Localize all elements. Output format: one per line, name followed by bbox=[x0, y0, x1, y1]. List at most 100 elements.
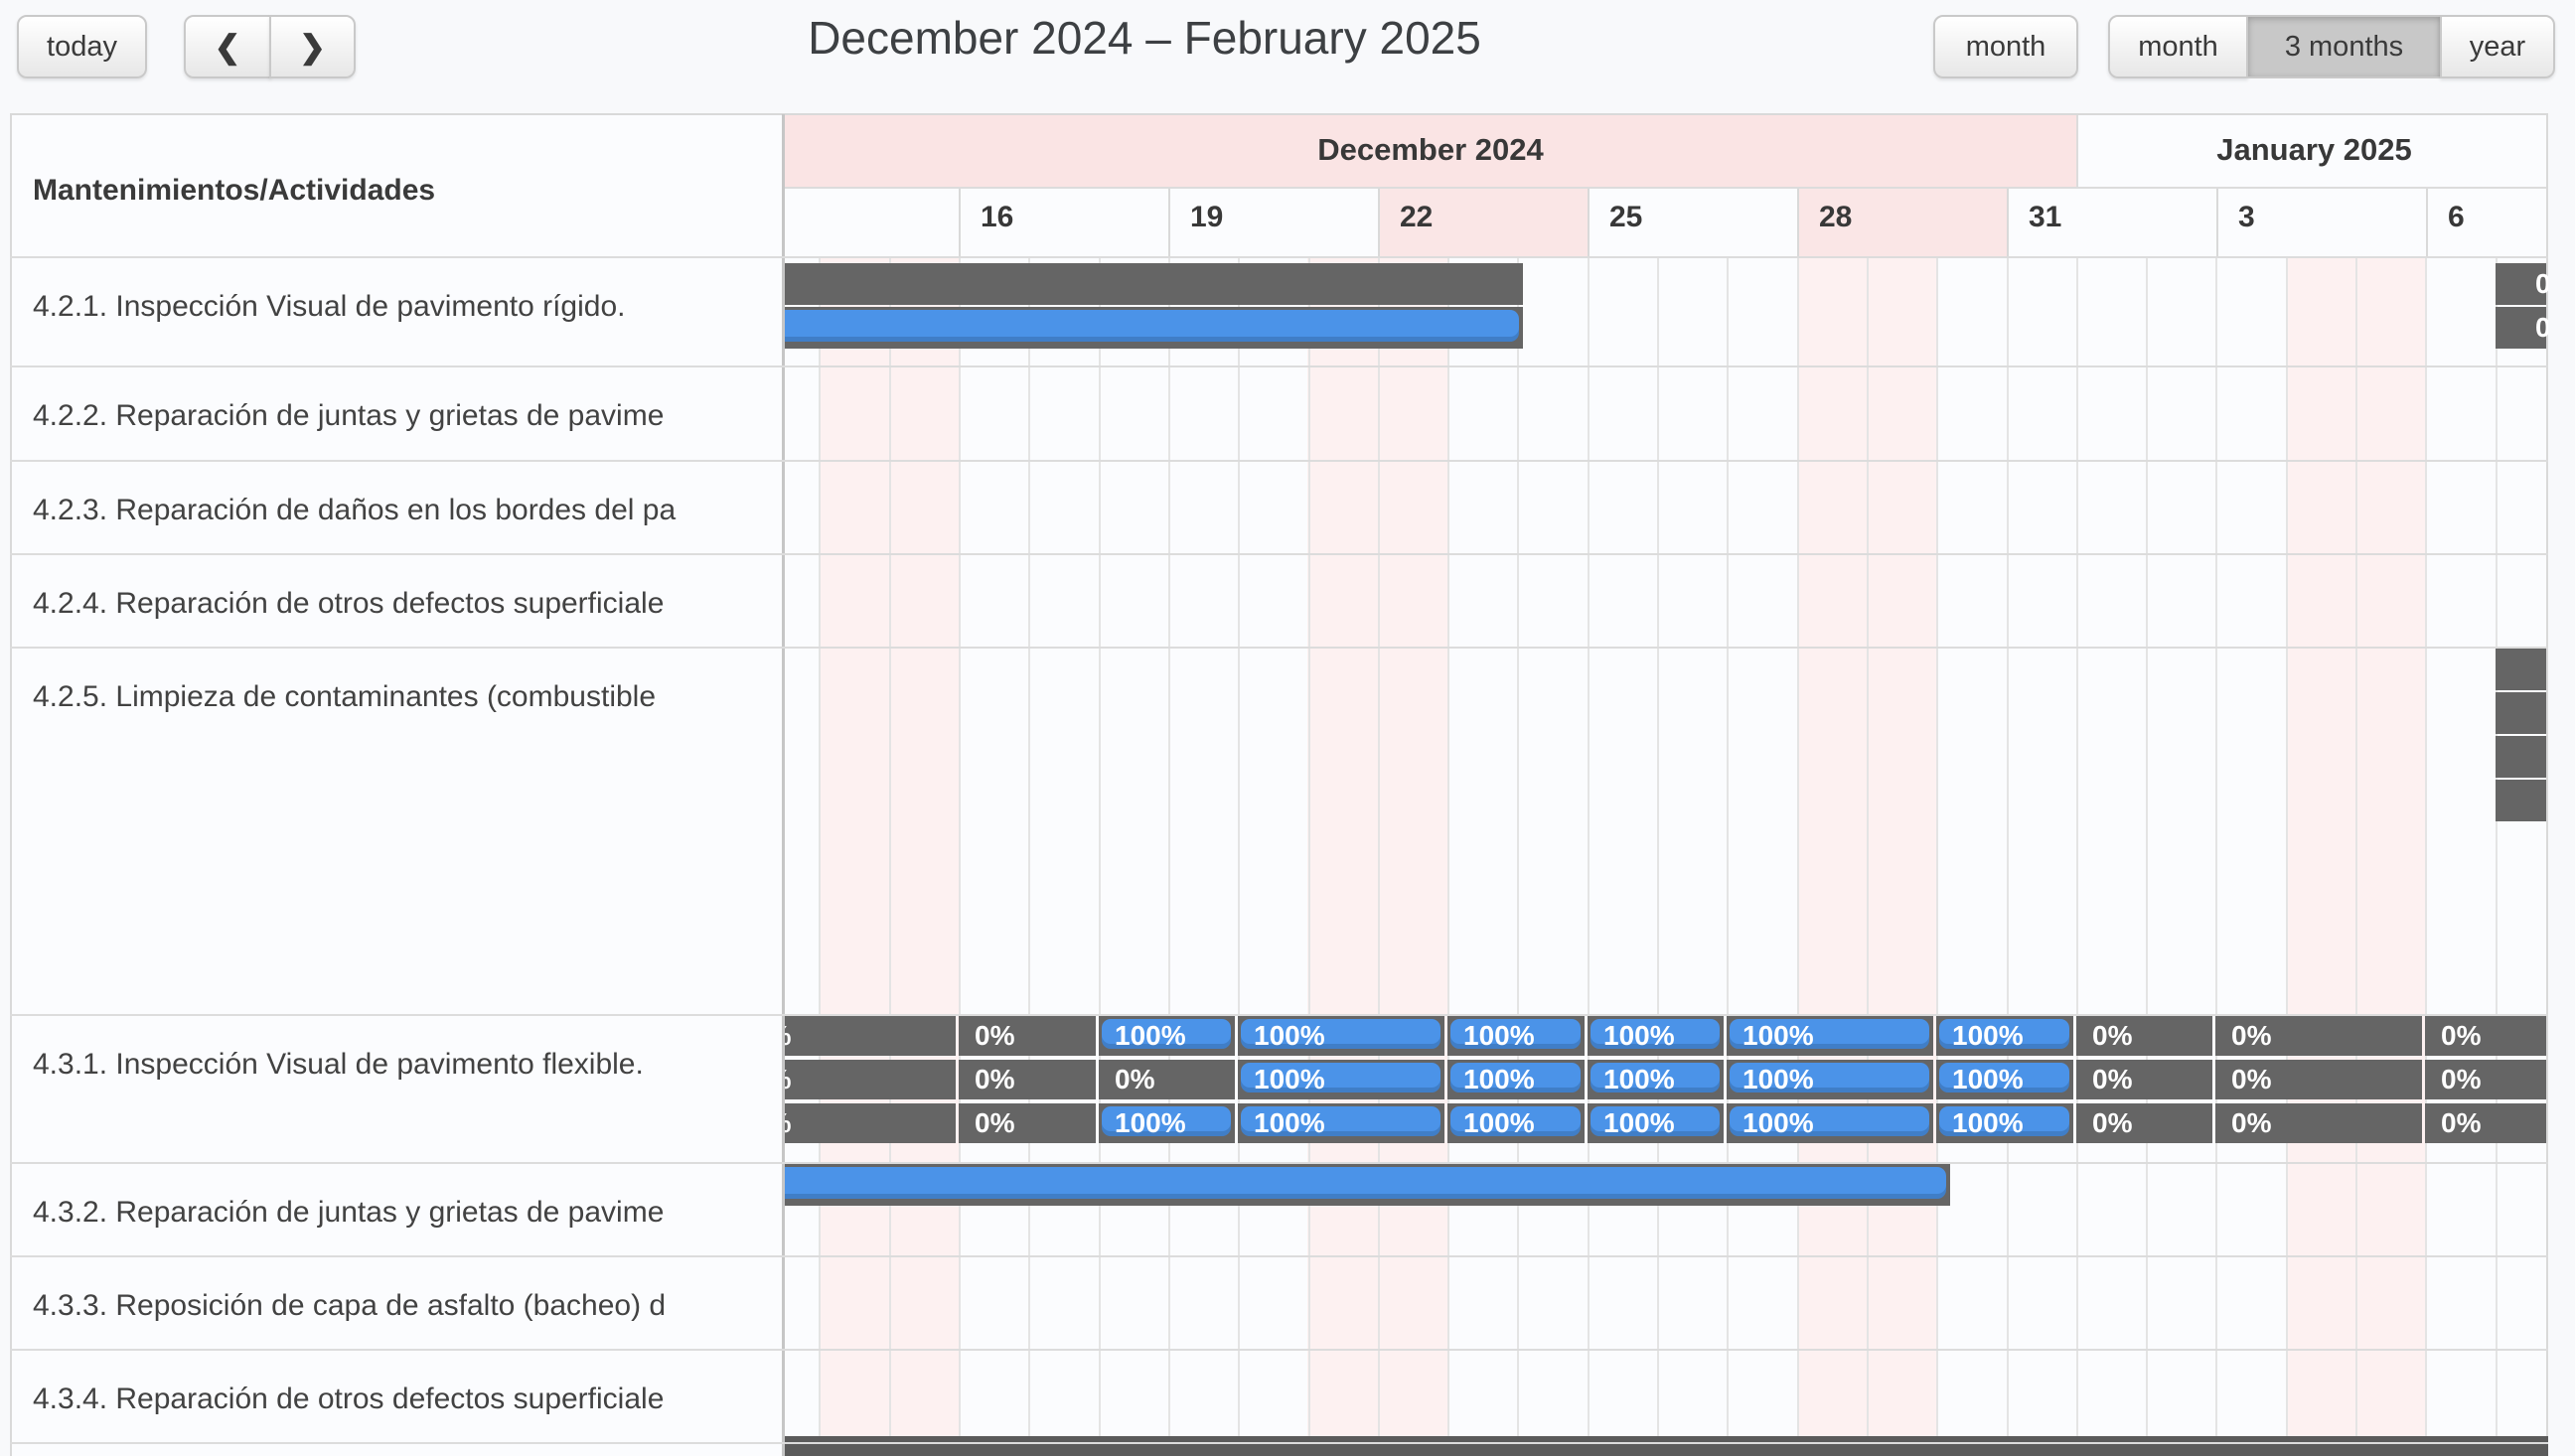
row-border bbox=[10, 1162, 2548, 1164]
gantt-bar-label: 0% bbox=[975, 1020, 1015, 1051]
view-toggle-3-months[interactable]: 3 months bbox=[2246, 15, 2442, 78]
gantt-bar-progress bbox=[1730, 1106, 1929, 1136]
gantt-bar[interactable]: 100% bbox=[1727, 1060, 1933, 1099]
gantt-bar[interactable]: 100% bbox=[1936, 1103, 2073, 1143]
gantt-bar[interactable]: 0% bbox=[2496, 263, 2548, 305]
gantt-bar-label: 0% bbox=[2535, 268, 2548, 299]
gantt-bar[interactable]: 0% bbox=[2215, 1103, 2422, 1143]
gantt-bar[interactable]: 0% bbox=[785, 1016, 956, 1056]
gantt-bar[interactable]: 0% bbox=[959, 1060, 1096, 1099]
gantt-bar[interactable]: 100% bbox=[1238, 1060, 1444, 1099]
gantt-bar[interactable]: 100% bbox=[1727, 1016, 1933, 1056]
gantt-bar[interactable]: 0% bbox=[2076, 1060, 2212, 1099]
gantt-bar[interactable]: 0% bbox=[2076, 1103, 2212, 1143]
grid-line bbox=[888, 257, 891, 1436]
row-border bbox=[10, 1442, 2548, 1444]
day-header-label: 25 bbox=[1609, 201, 1643, 233]
gantt-bar[interactable]: 100% bbox=[1099, 1103, 1235, 1143]
gantt-bar[interactable]: 100% bbox=[1238, 1103, 1444, 1143]
view-toggle-month[interactable]: month bbox=[2108, 15, 2248, 78]
gantt-bar-progress bbox=[1450, 1106, 1581, 1136]
gantt-bar-label: 0% bbox=[1115, 1064, 1155, 1094]
gantt-bar[interactable]: 100% bbox=[1447, 1060, 1585, 1099]
gantt-bar[interactable]: 100% bbox=[1447, 1103, 1585, 1143]
grid-line bbox=[1866, 257, 1869, 1436]
gantt-bar[interactable]: 0% bbox=[785, 1103, 956, 1143]
day-header-cell: 3 bbox=[2216, 189, 2426, 257]
gantt-bar[interactable] bbox=[785, 1164, 1950, 1206]
gantt-bar[interactable]: 0% bbox=[2425, 1103, 2548, 1143]
grid-line bbox=[2215, 257, 2218, 1436]
horizontal-scrollbar-thumb[interactable] bbox=[785, 1436, 2548, 1456]
grid-line bbox=[1167, 257, 1170, 1436]
gantt-bar[interactable]: 100% bbox=[1727, 1103, 1933, 1143]
today-button[interactable]: today bbox=[17, 15, 147, 78]
day-header-label: 6 bbox=[2448, 201, 2465, 233]
gantt-bar[interactable]: 0% bbox=[2076, 1016, 2212, 1056]
gantt-bar[interactable] bbox=[785, 263, 1523, 305]
gantt-bar[interactable]: 0% bbox=[2215, 1016, 2422, 1056]
gantt-bar[interactable]: 0% bbox=[1099, 1060, 1235, 1099]
day-header-cell: 16 bbox=[959, 189, 1168, 257]
gantt-bar[interactable]: 0% bbox=[959, 1016, 1096, 1056]
gantt-bar[interactable]: 100% bbox=[1588, 1016, 1724, 1056]
gantt-bar-label: 0% bbox=[2441, 1020, 2482, 1051]
day-header-label: 28 bbox=[1819, 201, 1853, 233]
task-row-label: 4.2.3. Reparación de daños en los bordes… bbox=[33, 494, 677, 526]
grid-line bbox=[2146, 257, 2149, 1436]
day-header-cell: 22 bbox=[1378, 189, 1588, 257]
table-right-border bbox=[2546, 114, 2548, 1436]
gantt-bar[interactable]: 100% bbox=[1099, 1016, 1235, 1056]
gantt-bar[interactable]: 100% bbox=[1936, 1060, 2073, 1099]
gantt-bar-label: 0% bbox=[2092, 1107, 2133, 1138]
gantt-bar[interactable]: 100% bbox=[1238, 1016, 1444, 1056]
gantt-bar-label: 100% bbox=[1254, 1020, 1325, 1051]
month-header-label: December 2024 bbox=[1317, 132, 1544, 167]
day-header-cell bbox=[785, 189, 959, 257]
gantt-bar-label: 100% bbox=[1603, 1107, 1675, 1138]
gantt-bar-label: 100% bbox=[1603, 1020, 1675, 1051]
gantt-bar-progress bbox=[1939, 1106, 2069, 1136]
gantt-bar[interactable]: 100% bbox=[1936, 1016, 2073, 1056]
gantt-bar[interactable]: 0% bbox=[2496, 307, 2548, 349]
grid-line bbox=[1936, 257, 1939, 1436]
grid-line bbox=[2495, 257, 2498, 1436]
gantt-bar[interactable]: 0% bbox=[2425, 1060, 2548, 1099]
gantt-bar-label: 100% bbox=[1952, 1020, 2024, 1051]
task-row-label: 4.3.3. Reposición de capa de asfalto (ba… bbox=[33, 1289, 667, 1322]
row-border bbox=[10, 1255, 2548, 1257]
day-header-cell: 25 bbox=[1588, 189, 1797, 257]
weekend-stripe bbox=[819, 257, 959, 1436]
timeline-viewport: December 2024 January 2025 16 19 22 25 28 31 3 6… bbox=[785, 114, 2548, 1456]
grid-line bbox=[2285, 257, 2288, 1436]
gantt-bar[interactable]: 100% bbox=[1588, 1060, 1724, 1099]
gantt-bar[interactable] bbox=[2496, 780, 2548, 821]
gantt-bar[interactable] bbox=[785, 307, 1523, 349]
gantt-bar-label: 100% bbox=[1952, 1064, 2024, 1094]
gantt-bar[interactable]: 100% bbox=[1588, 1103, 1724, 1143]
gantt-bar-label: 0% bbox=[785, 1020, 791, 1052]
month-header-label: January 2025 bbox=[2216, 132, 2412, 167]
grid-line bbox=[1377, 257, 1380, 1436]
gantt-bar-progress bbox=[1730, 1019, 1929, 1049]
task-row-label: 4.3.4. Reparación de otros defectos supe… bbox=[33, 1383, 665, 1415]
gantt-bar[interactable]: 0% bbox=[959, 1103, 1096, 1143]
month-view-button[interactable]: month bbox=[1933, 15, 2078, 78]
next-arrow-button[interactable]: ❯ bbox=[269, 15, 356, 78]
prev-arrow-button[interactable]: ❮ bbox=[184, 15, 271, 78]
day-header-label: 19 bbox=[1190, 201, 1224, 233]
gantt-bar[interactable]: 0% bbox=[2425, 1016, 2548, 1056]
grid-line bbox=[1307, 257, 1310, 1436]
gantt-bar[interactable]: 0% bbox=[785, 1060, 956, 1099]
gantt-bar[interactable] bbox=[2496, 692, 2548, 734]
gantt-bar-label: 0% bbox=[975, 1064, 1015, 1094]
gantt-bar[interactable]: 0% bbox=[2215, 1060, 2422, 1099]
view-toggle-year[interactable]: year bbox=[2440, 15, 2555, 78]
gantt-bar-label: 100% bbox=[1463, 1020, 1535, 1051]
weekend-stripe bbox=[1307, 257, 1447, 1436]
gantt-bar[interactable] bbox=[2496, 736, 2548, 778]
gantt-bar[interactable] bbox=[2496, 649, 2548, 690]
gantt-bar[interactable]: 100% bbox=[1447, 1016, 1585, 1056]
gantt-bar-label: 0% bbox=[785, 1107, 791, 1139]
gantt-bar-progress bbox=[1939, 1019, 2069, 1049]
